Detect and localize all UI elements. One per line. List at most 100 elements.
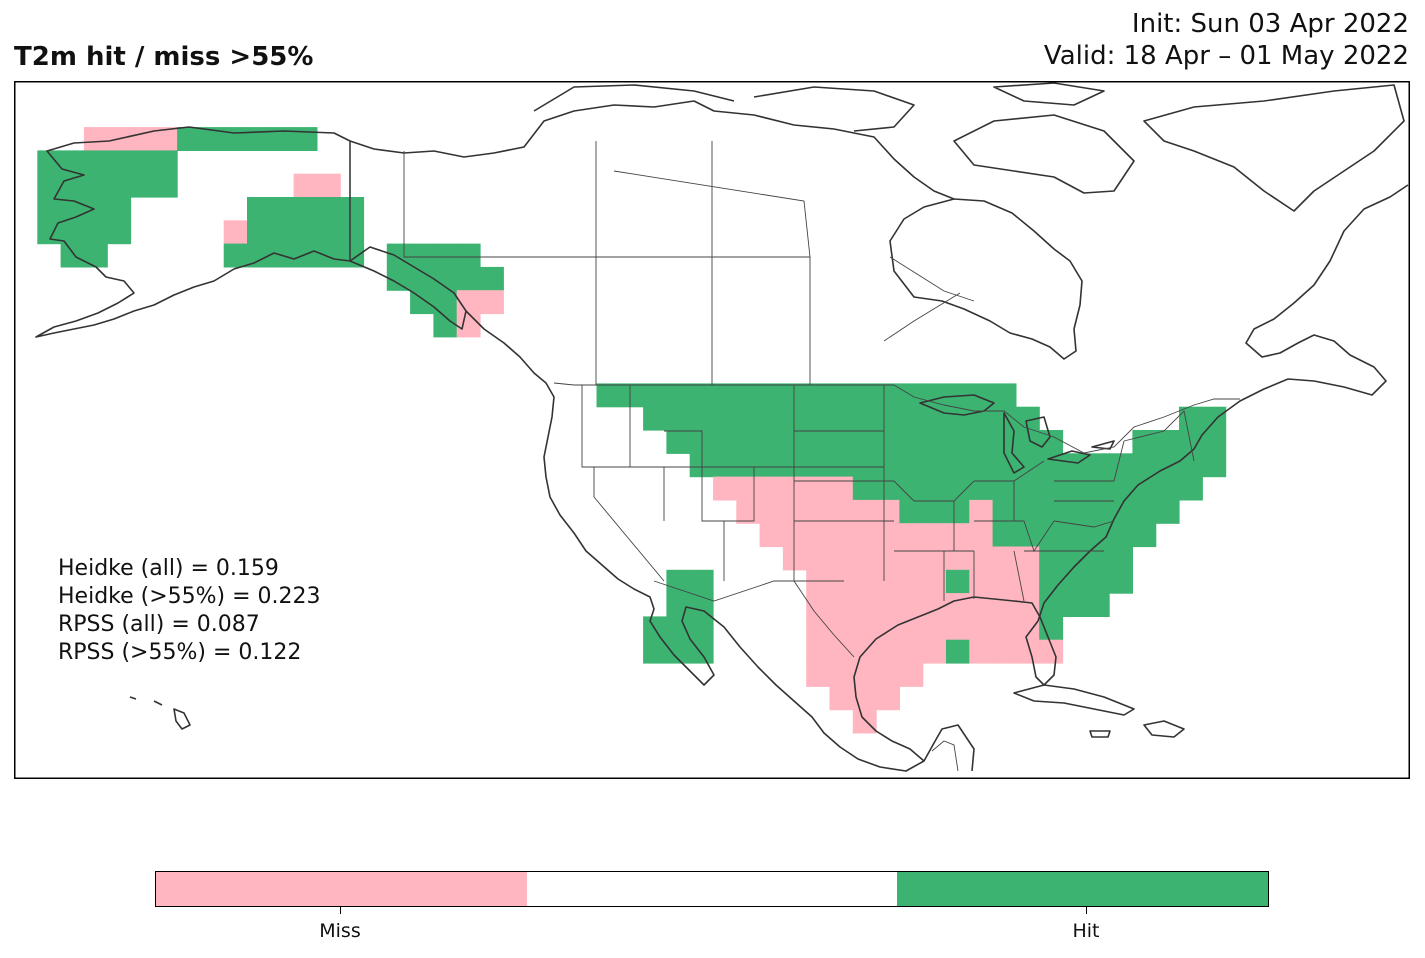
hit-cell xyxy=(223,243,248,268)
hit-cell xyxy=(83,220,108,245)
miss-cell xyxy=(759,476,784,501)
miss-cell xyxy=(806,499,831,524)
canada-province-lines xyxy=(349,141,975,385)
hit-cell xyxy=(1085,546,1110,571)
hit-cell xyxy=(340,243,365,268)
hit-cell xyxy=(759,383,784,408)
hit-cell xyxy=(806,453,831,478)
hit-cell xyxy=(1039,616,1064,641)
miss-cell xyxy=(1015,639,1040,664)
hit-cell xyxy=(1062,523,1087,548)
miss-cell xyxy=(899,546,924,571)
miss-cell xyxy=(1015,616,1040,641)
hit-cell xyxy=(969,383,994,408)
hit-cell xyxy=(107,173,132,198)
hit-cell xyxy=(1015,430,1040,454)
hit-cell xyxy=(1062,593,1087,617)
miss-cell xyxy=(992,616,1017,641)
miss-cell xyxy=(829,476,854,501)
hit-cell xyxy=(736,430,761,454)
miss-cell xyxy=(806,476,831,501)
hit-cell xyxy=(177,127,201,151)
hit-cell xyxy=(1155,453,1180,478)
hit-cell xyxy=(153,150,178,175)
hit-cell xyxy=(60,150,85,175)
hit-cell xyxy=(922,499,947,524)
hit-cell xyxy=(223,127,248,151)
miss-cell xyxy=(876,639,900,664)
hit-cell xyxy=(247,220,271,245)
miss-cell xyxy=(782,546,807,571)
hit-cell xyxy=(759,453,784,478)
hit-cell xyxy=(1015,523,1040,548)
hit-cell xyxy=(270,197,295,221)
hit-cell xyxy=(130,150,155,175)
hit-cell xyxy=(689,406,714,431)
miss-cell xyxy=(969,499,994,524)
hit-cell xyxy=(1109,569,1133,594)
hit-cell xyxy=(922,383,947,408)
hit-cell xyxy=(759,406,784,431)
hit-cell xyxy=(922,430,947,454)
rpss-all-score: RPSS (all) = 0.087 xyxy=(58,612,260,637)
miss-cell xyxy=(852,499,877,524)
hit-cell xyxy=(759,430,784,454)
central-america-borders xyxy=(931,740,959,772)
hit-cell xyxy=(410,243,434,268)
hit-cell xyxy=(713,383,737,408)
miss-cell xyxy=(829,686,854,711)
hit-cell xyxy=(1179,453,1203,478)
hit-cell xyxy=(107,150,132,175)
hit-cell xyxy=(1039,593,1064,617)
map-title: T2m hit / miss >55% xyxy=(14,42,314,72)
hit-cell xyxy=(1202,430,1227,454)
hit-cell xyxy=(643,406,667,431)
miss-cell xyxy=(1015,569,1040,594)
hispaniola xyxy=(1143,720,1185,738)
miss-cell xyxy=(1015,593,1040,617)
hit-cell xyxy=(456,266,481,291)
miss-cell xyxy=(969,616,994,641)
miss-cell xyxy=(922,593,947,617)
hit-cell xyxy=(1085,476,1110,501)
atlantic-coastline xyxy=(1037,184,1409,622)
miss-cell xyxy=(992,546,1017,571)
hit-cell xyxy=(60,220,85,245)
colorbar xyxy=(155,871,1269,907)
hit-cell xyxy=(992,499,1017,524)
hit-cell xyxy=(619,383,644,408)
hit-cell xyxy=(782,383,807,408)
miss-cell xyxy=(992,639,1017,664)
hit-cell xyxy=(713,430,737,454)
miss-cell xyxy=(992,593,1017,617)
miss-cell xyxy=(899,639,924,664)
hit-cell xyxy=(946,476,970,501)
hit-cell xyxy=(666,383,691,408)
hit-cell xyxy=(806,383,831,408)
hit-cell xyxy=(852,476,877,501)
hit-cell xyxy=(1132,430,1157,454)
hit-cell xyxy=(969,453,994,478)
miss-cell xyxy=(806,569,831,594)
hit-cell xyxy=(689,383,714,408)
colorbar-tick-miss xyxy=(340,907,341,914)
miss-cell xyxy=(829,616,854,641)
hit-cell xyxy=(1132,453,1157,478)
hit-cell xyxy=(1109,453,1133,478)
miss-cell xyxy=(899,569,924,594)
hit-cell xyxy=(1015,453,1040,478)
miss-cell xyxy=(806,523,831,548)
colorbar-tick-hit xyxy=(1086,907,1087,914)
hudson-bay xyxy=(889,198,1083,360)
miss-cell xyxy=(852,616,877,641)
miss-cell xyxy=(153,127,178,151)
hit-cell xyxy=(736,383,761,408)
hit-cell xyxy=(293,243,318,268)
hit-cell xyxy=(247,243,271,268)
hit-cell xyxy=(1179,430,1203,454)
hit-cell xyxy=(1202,406,1227,431)
jamaica xyxy=(1089,730,1111,738)
hit-cell xyxy=(410,266,434,291)
miss-cell xyxy=(946,593,970,617)
hit-cell xyxy=(270,220,295,245)
